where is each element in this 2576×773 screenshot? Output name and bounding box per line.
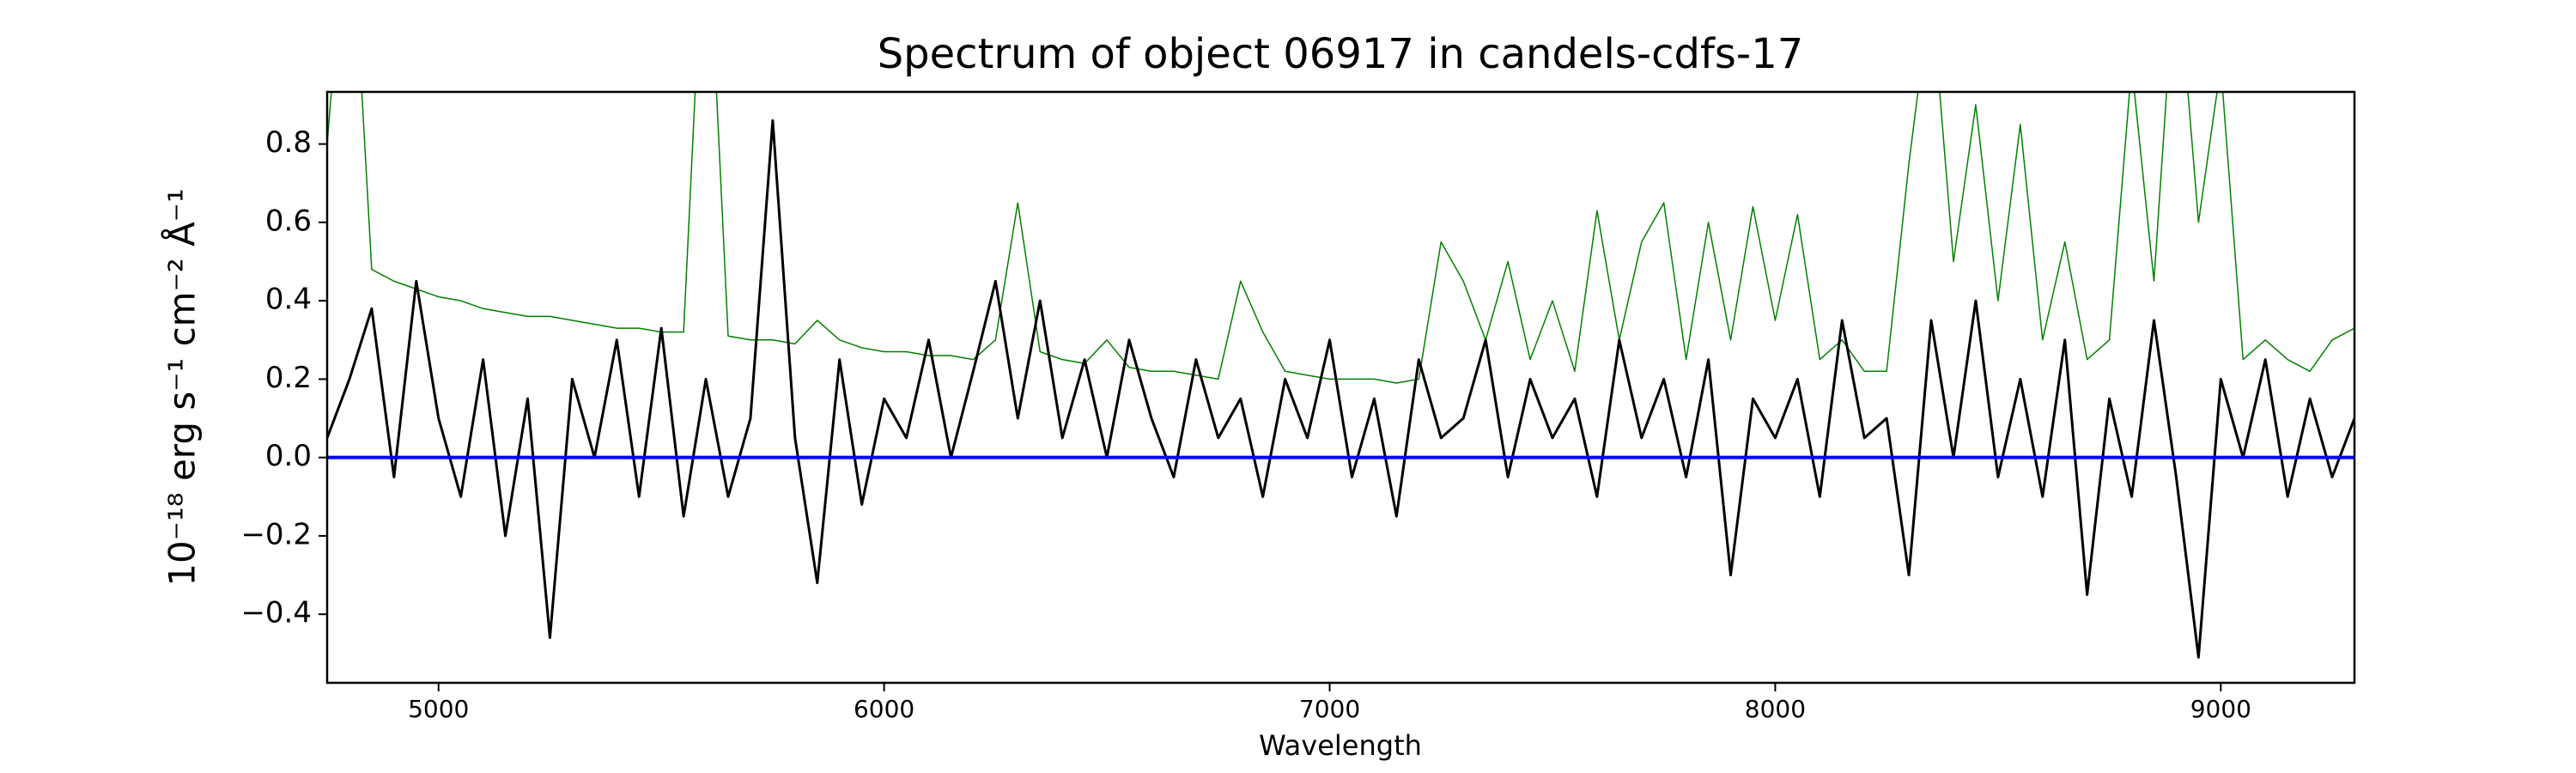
y-axis-label: 10⁻¹⁸ erg s⁻¹ cm⁻² Å⁻¹: [161, 188, 204, 586]
chart-title: Spectrum of object 06917 in candels-cdfs…: [878, 30, 1804, 78]
x-axis-label: Wavelength: [1259, 729, 1422, 762]
x-tick-label: 7000: [1299, 695, 1360, 723]
y-tick-label: −0.2: [240, 517, 312, 551]
y-tick-label: 0.6: [265, 204, 312, 238]
plot-frame: [325, 90, 2356, 685]
x-tick-label: 8000: [1745, 695, 1806, 723]
spectrum-line: [327, 119, 2354, 659]
y-tick-label: 0.4: [265, 283, 312, 317]
y-tick-label: −0.4: [240, 596, 312, 630]
y-tick-label: 0.8: [265, 125, 312, 160]
y-tick-label: 0.2: [265, 361, 312, 395]
x-tick-label: 9000: [2190, 695, 2251, 723]
y-tick-label: 0.0: [265, 439, 312, 473]
x-tick-label: 5000: [408, 695, 469, 723]
spectrum-line: [327, 92, 2354, 384]
x-tick-label: 6000: [854, 695, 914, 723]
plot-area: [327, 92, 2354, 659]
